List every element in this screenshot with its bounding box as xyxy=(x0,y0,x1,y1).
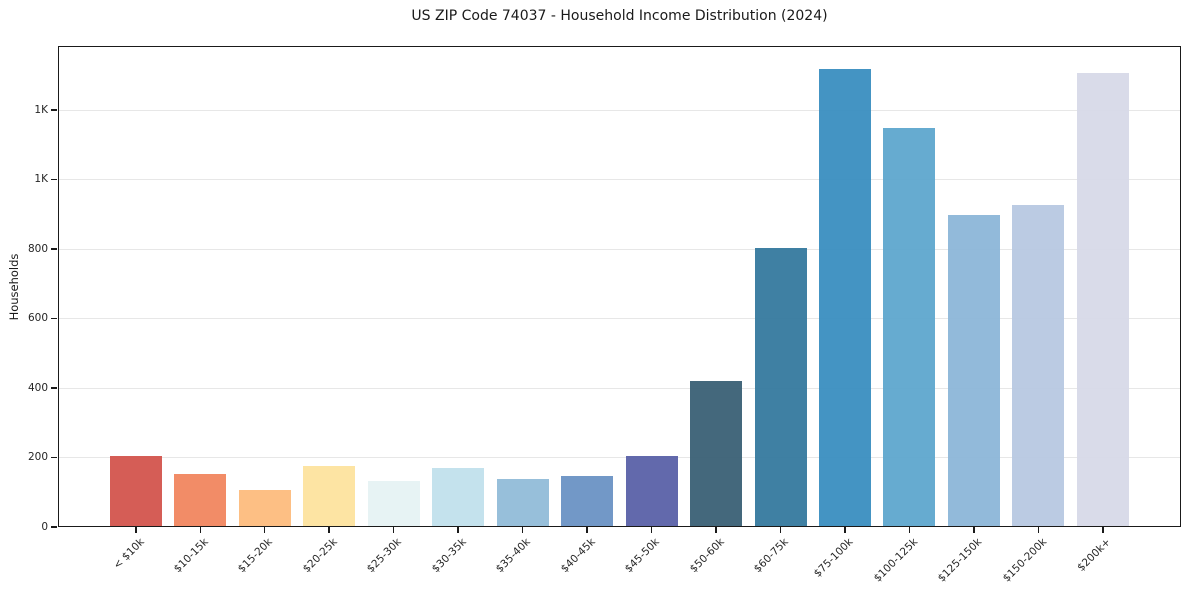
y-tick-mark xyxy=(51,456,57,459)
x-tick-mark xyxy=(392,527,395,533)
gridline xyxy=(58,248,1181,250)
gridline xyxy=(58,179,1181,181)
y-tick-label: 1K xyxy=(34,173,48,186)
x-tick-mark xyxy=(263,527,266,533)
x-tick-label: $100-125k xyxy=(871,536,920,585)
bar-$30-35k xyxy=(432,468,485,527)
x-tick-label: $15-20k xyxy=(236,536,276,576)
x-tick-mark xyxy=(908,527,911,533)
x-tick-mark xyxy=(328,527,330,533)
x-tick-label: $150-200k xyxy=(1000,536,1049,585)
x-tick-mark xyxy=(199,527,202,533)
x-tick-mark xyxy=(1037,527,1040,533)
bar-$40-45k xyxy=(561,475,614,527)
chart-title: US ZIP Code 74037 - Household Income Dis… xyxy=(411,8,828,24)
gridline xyxy=(58,318,1181,320)
bar-$60-75k xyxy=(754,248,807,527)
y-axis-label: Households xyxy=(7,253,21,321)
plot-area xyxy=(58,46,1181,527)
y-tick-mark xyxy=(51,526,57,528)
x-tick-mark xyxy=(1102,527,1104,533)
x-tick-mark xyxy=(521,527,524,533)
bar-$150-200k xyxy=(1012,204,1065,527)
y-tick-mark xyxy=(51,317,57,320)
x-tick-label: $10-15k xyxy=(171,536,211,576)
bar-$25-30k xyxy=(367,480,420,527)
gridline xyxy=(58,457,1181,459)
y-tick-label: 1K xyxy=(34,103,48,116)
x-tick-mark xyxy=(844,527,846,533)
bar-$45-50k xyxy=(625,456,678,527)
y-tick-label: 400 xyxy=(27,381,48,394)
x-tick-label: < $10k xyxy=(110,536,147,572)
x-tick-mark xyxy=(650,527,653,533)
x-tick-label: $30-35k xyxy=(429,536,469,576)
x-tick-label: $35-40k xyxy=(494,536,534,576)
x-tick-label: $20-25k xyxy=(300,536,340,576)
bar-< $10k xyxy=(109,455,162,527)
x-tick-mark xyxy=(973,527,975,533)
bar-$125-150k xyxy=(947,215,1000,527)
x-tick-label: $200k+ xyxy=(1075,536,1114,574)
bar-$50-60k xyxy=(690,380,743,527)
bar-$75-100k xyxy=(818,68,871,527)
y-tick-label: 600 xyxy=(27,312,48,325)
bar-$15-20k xyxy=(238,489,291,527)
x-tick-label: $25-30k xyxy=(365,536,405,576)
y-tick-mark xyxy=(51,109,57,111)
y-tick-mark xyxy=(51,387,57,389)
bar-$20-25k xyxy=(303,465,356,527)
y-tick-mark xyxy=(51,178,57,181)
x-tick-label: $50-60k xyxy=(687,536,727,576)
y-tick-label: 0 xyxy=(41,520,48,533)
bar-$10-15k xyxy=(174,474,227,527)
y-tick-label: 200 xyxy=(27,451,48,464)
y-tick-label: 800 xyxy=(27,242,48,255)
bar-$35-40k xyxy=(496,479,549,527)
x-tick-mark xyxy=(779,527,782,533)
x-tick-mark xyxy=(135,527,137,533)
x-tick-label: $40-45k xyxy=(558,536,598,576)
x-tick-label: $125-150k xyxy=(935,536,985,585)
x-tick-mark xyxy=(457,527,459,533)
x-tick-label: $45-50k xyxy=(622,536,663,576)
x-tick-label: $60-75k xyxy=(751,536,791,576)
gridline xyxy=(58,387,1181,389)
x-tick-mark xyxy=(586,527,588,533)
gridline xyxy=(58,109,1181,111)
y-tick-mark xyxy=(51,248,57,250)
bar-$100-125k xyxy=(883,127,936,527)
x-tick-label: $75-100k xyxy=(811,536,856,580)
bar-$200k+ xyxy=(1076,73,1129,527)
x-tick-mark xyxy=(715,527,717,533)
